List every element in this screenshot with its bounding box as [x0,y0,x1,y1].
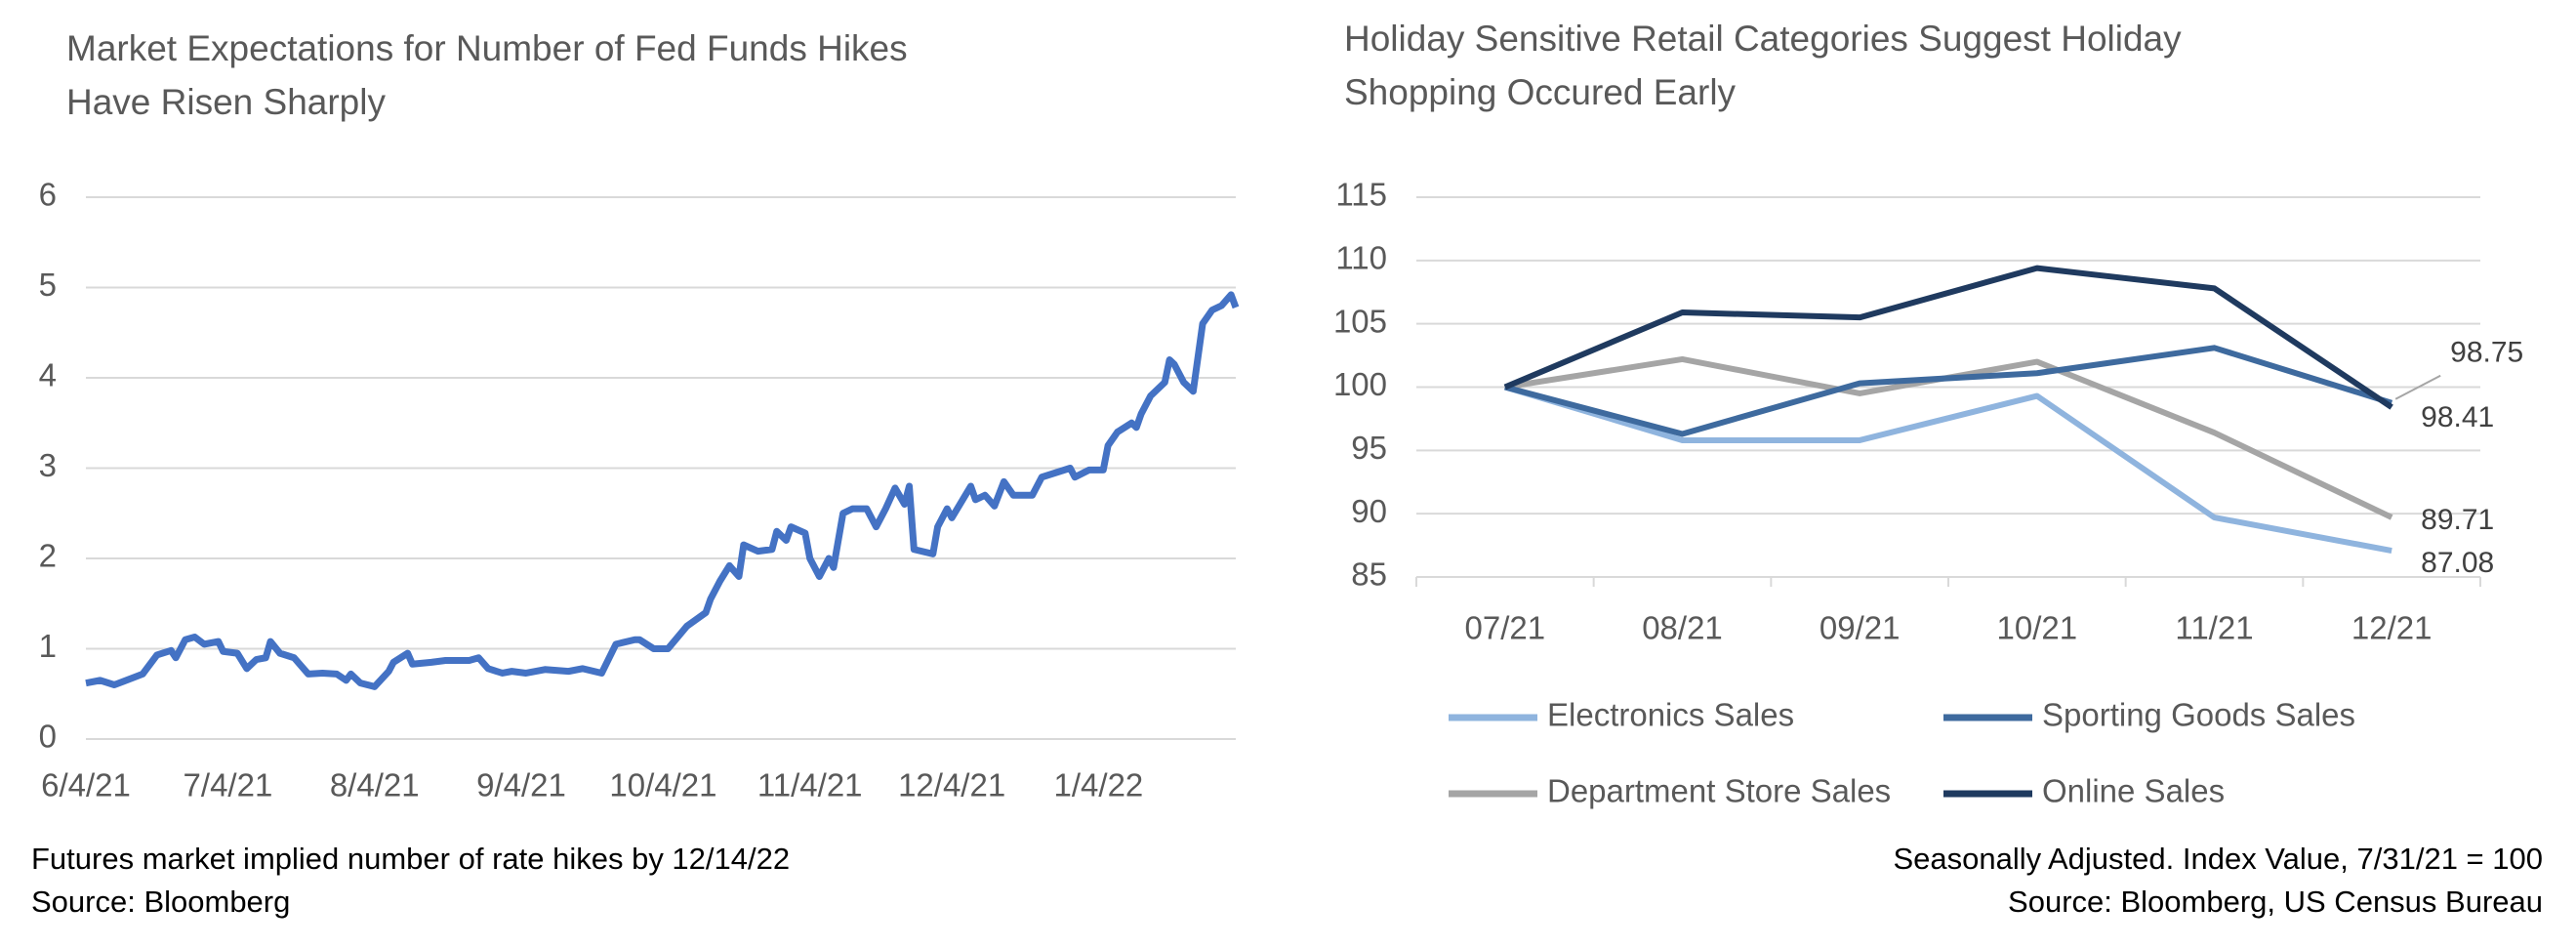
x-tick-label: 9/4/21 [476,767,566,803]
y-tick-label: 1 [39,628,57,664]
x-tick-label: 12/21 [2351,610,2433,646]
footnote: Source: Bloomberg [31,885,290,919]
x-tick-label: 10/21 [1997,610,2078,646]
y-tick-label: 85 [1351,556,1387,593]
y-tick-label: 4 [39,357,57,393]
y-tick-label: 6 [39,177,57,213]
data-label: 98.75 [2450,337,2523,369]
chart-title: Shopping Occured Early [1344,72,1737,112]
x-tick-label: 12/4/21 [898,767,1005,803]
y-tick-label: 105 [1333,303,1387,339]
x-tick-label: 1/4/22 [1054,767,1144,803]
x-tick-label: 11/4/21 [757,767,863,803]
x-tick-label: 11/21 [2175,610,2253,646]
y-tick-label: 5 [39,267,57,303]
x-tick-label: 09/21 [1820,610,1901,646]
footnote: Futures market implied number of rate hi… [31,842,790,876]
legend-label: Department Store Sales [1547,773,1891,809]
line-series [1503,265,2393,410]
line-series [1504,345,2393,437]
chart-title: Have Risen Sharply [66,82,386,122]
line-series [1503,384,2392,554]
footnote: Seasonally Adjusted. Index Value, 7/31/2… [1893,842,2543,876]
line-series [1504,355,2393,520]
y-tick-label: 90 [1351,493,1387,529]
y-tick-label: 100 [1333,366,1387,402]
y-tick-label: 2 [39,538,57,574]
x-tick-label: 07/21 [1465,610,1546,646]
y-tick-label: 115 [1335,177,1387,213]
legend-label: Electronics Sales [1547,697,1794,733]
chart-title: Holiday Sensitive Retail Categories Sugg… [1344,19,2182,59]
y-tick-label: 0 [39,719,57,755]
data-label: 98.41 [2421,401,2494,433]
x-tick-label: 08/21 [1642,610,1723,646]
y-tick-label: 110 [1335,240,1387,276]
footnote: Source: Bloomberg, US Census Bureau [2008,885,2543,919]
y-tick-label: 95 [1351,430,1387,466]
leader-line [2394,374,2441,400]
x-tick-label: 8/4/21 [330,767,420,803]
x-tick-label: 7/4/21 [184,767,273,803]
y-tick-label: 3 [39,447,57,483]
chart-title: Market Expectations for Number of Fed Fu… [66,28,908,68]
legend-label: Sporting Goods Sales [2042,697,2355,733]
data-label: 87.08 [2421,547,2494,579]
data-label: 89.71 [2421,504,2494,536]
legend-label: Online Sales [2042,773,2225,809]
x-tick-label: 6/4/21 [41,767,131,803]
x-tick-label: 10/4/21 [609,767,716,803]
line-series [85,291,1240,690]
